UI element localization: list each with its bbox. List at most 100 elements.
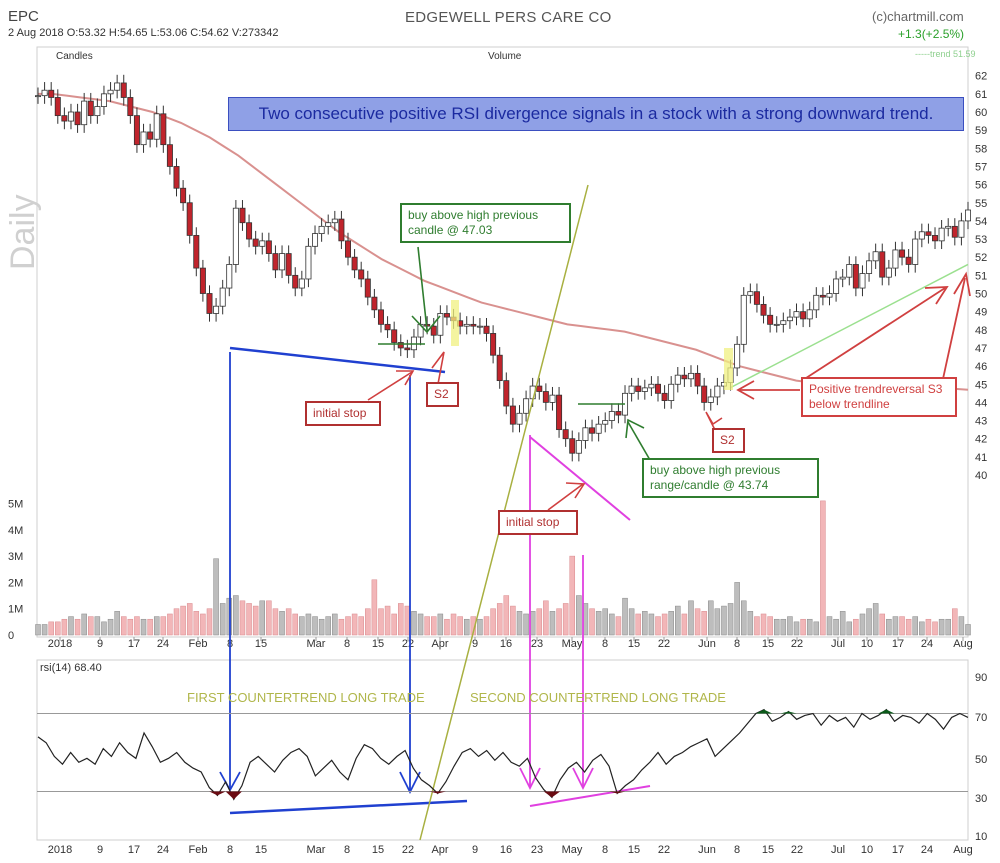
price-axis-tick: 42 [975, 434, 987, 446]
volume-bar [714, 608, 721, 636]
volume-bar [266, 600, 272, 636]
volume-axis-tick: 0 [8, 630, 14, 642]
candle-body [483, 325, 490, 334]
green-callout-head-1 [411, 315, 441, 334]
volume-bar [74, 618, 81, 636]
x-axis-tick-label: 17 [128, 638, 140, 650]
volume-bar [398, 603, 404, 636]
candle-body [958, 220, 965, 238]
x-axis-tick-label: 17 [892, 638, 904, 650]
volume-bar [206, 608, 213, 636]
price-axis-tick: 41 [975, 452, 987, 464]
rsi-oversold-fill [609, 791, 626, 794]
candle-body [265, 240, 272, 254]
candle-body [747, 291, 754, 296]
reversal-arrowhead-3 [736, 380, 755, 400]
candle-body [589, 427, 596, 434]
s2-highlight-1 [451, 300, 459, 346]
candle-body [239, 207, 246, 224]
candle-body [859, 273, 866, 289]
volume-bar [747, 611, 754, 636]
candle-body [318, 225, 325, 235]
candle-body [826, 293, 833, 298]
candle-body [305, 245, 312, 280]
price-axis-tick: 58 [975, 143, 987, 155]
volume-bar [516, 611, 523, 636]
volume-bar [556, 608, 562, 636]
volume-bar [905, 618, 912, 636]
volume-bar [800, 618, 806, 636]
volume-bar [384, 605, 391, 636]
x-axis-tick-label: 15 [762, 638, 774, 650]
candle-body [575, 440, 582, 454]
volume-bar [279, 611, 285, 636]
candle-body [648, 383, 655, 389]
candle-body [542, 391, 549, 403]
x-axis-tick-label: 16 [500, 844, 512, 856]
initial-stop-note-2: initial stop [498, 510, 578, 535]
candle-body [846, 264, 853, 278]
rsi-oversold-fill [209, 791, 226, 796]
candle-body [153, 113, 160, 140]
x-axis-tick-label: 8 [602, 844, 608, 856]
rsi-panel-frame [36, 659, 969, 841]
price-axis-tick: 62 [975, 71, 987, 83]
price-axis-tick: 52 [975, 252, 987, 264]
volume-bar [272, 608, 279, 636]
volume-bar [305, 613, 312, 636]
s2-highlight-2 [724, 348, 733, 390]
candle-body [945, 225, 952, 229]
candle-body [114, 82, 121, 91]
candle-body [655, 383, 662, 394]
x-axis-tick-label: Feb [189, 638, 208, 650]
candle-body [186, 202, 193, 236]
candle-body [443, 313, 450, 318]
trend-legend-label: -----trend 51.59 [915, 49, 976, 59]
volume-bar [147, 618, 153, 636]
volume-bar [589, 608, 595, 636]
volume-bar [668, 611, 674, 636]
candle-body [951, 225, 958, 238]
volume-bar [114, 611, 120, 636]
volume-bar [529, 611, 536, 636]
candle-body [635, 385, 642, 392]
volume-bar [510, 605, 516, 636]
price-axis-tick: 49 [975, 307, 987, 319]
price-axis-tick: 59 [975, 125, 987, 137]
volume-bar [391, 613, 397, 636]
candle-body [147, 131, 154, 140]
initial-stop-note-1: initial stop [305, 401, 381, 426]
x-axis-tick-label: 9 [472, 844, 478, 856]
candle-body [160, 113, 167, 146]
reversal-arrow-2 [940, 277, 966, 389]
volume-bar [107, 618, 114, 636]
volume-axis-tick: 3M [8, 551, 23, 563]
candle-body [569, 438, 576, 454]
candle-body [259, 240, 266, 247]
candle-body [740, 294, 747, 345]
candle-body [780, 320, 787, 325]
period-label: Daily [4, 194, 42, 270]
x-axis-tick-label: 8 [602, 638, 608, 650]
volume-bar [628, 608, 635, 636]
volume-bar [94, 616, 101, 636]
price-axis-tick: 60 [975, 107, 987, 119]
candle-body [516, 412, 523, 425]
volume-bar [325, 616, 331, 636]
x-axis-tick-label: 22 [658, 844, 670, 856]
candle-body [687, 372, 694, 380]
x-axis-tick-label: 22 [791, 844, 803, 856]
candle-body [905, 256, 912, 265]
volume-bar [338, 618, 345, 636]
legend-volume: Volume [488, 51, 522, 62]
volume-bar [48, 621, 54, 636]
volume-bar [952, 608, 958, 636]
volume-axis-tick: 5M [8, 499, 23, 511]
copyright-text[interactable]: (c)chartmill.com [872, 9, 964, 24]
volume-bar [642, 611, 648, 636]
candle-body [279, 253, 286, 271]
x-axis-tick-label: Jun [698, 844, 716, 856]
volume-bar [180, 605, 186, 636]
volume-bar [101, 621, 107, 636]
volume-bar [675, 605, 681, 636]
